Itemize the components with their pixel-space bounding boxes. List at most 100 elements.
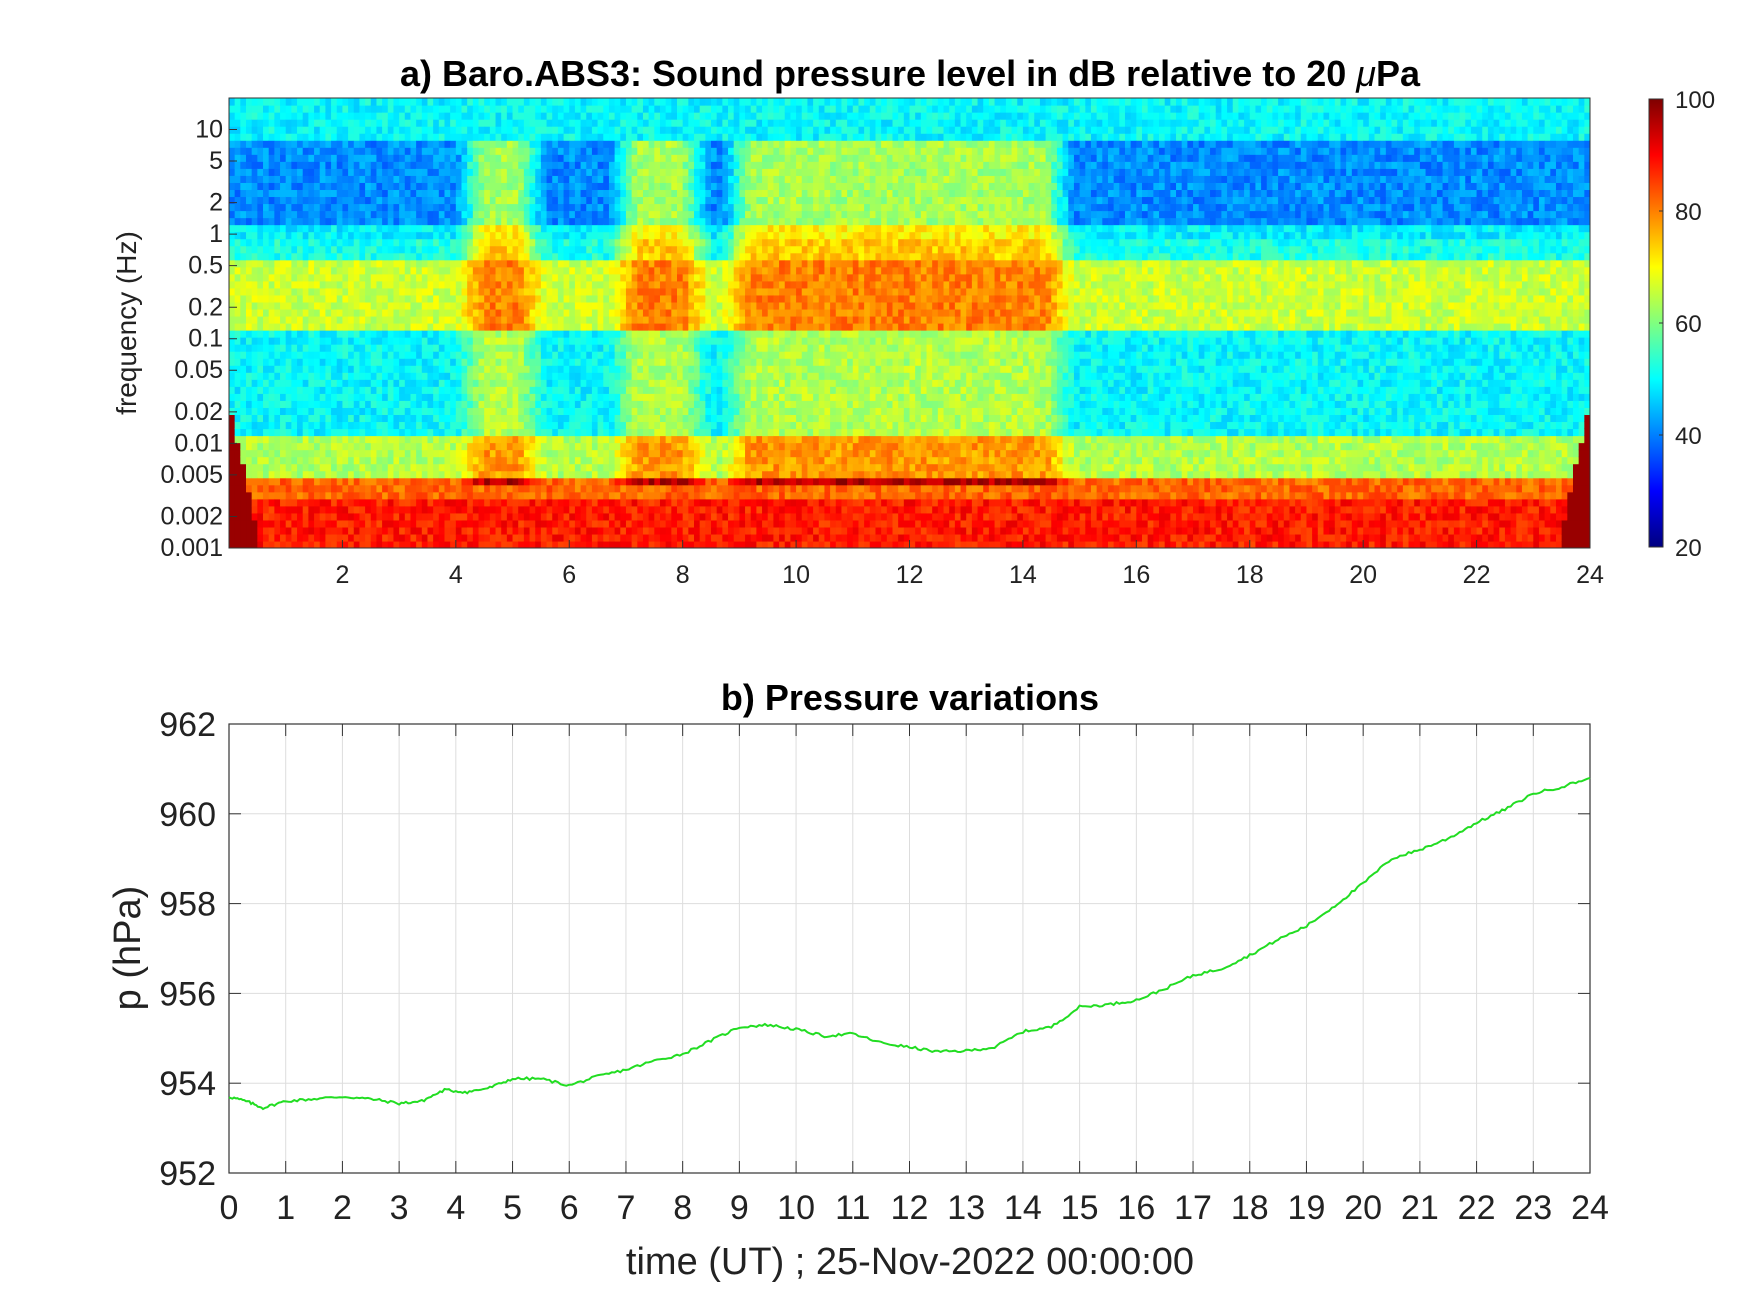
- heatmap-cell: [609, 407, 615, 415]
- heatmap-cell: [637, 534, 643, 542]
- heatmap-cell: [569, 365, 575, 373]
- heatmap-cell: [569, 520, 575, 528]
- heatmap-cell: [229, 379, 235, 387]
- heatmap-cell: [348, 154, 354, 162]
- heatmap-cell: [280, 358, 286, 366]
- heatmap-cell: [444, 506, 450, 514]
- heatmap-cell: [252, 154, 258, 162]
- heatmap-cell: [535, 175, 541, 183]
- heatmap-cell: [382, 302, 388, 310]
- heatmap-cell: [496, 161, 502, 169]
- heatmap-cell: [507, 161, 513, 169]
- heatmap-cell: [643, 211, 649, 219]
- heatmap-cell: [666, 386, 672, 394]
- heatmap-cell: [354, 168, 360, 176]
- heatmap-cell: [530, 450, 536, 458]
- heatmap-cell: [484, 274, 490, 282]
- heatmap-cell: [462, 492, 468, 500]
- heatmap-cell: [286, 147, 292, 155]
- heatmap-cell: [615, 457, 621, 465]
- heatmap-cell: [637, 133, 643, 141]
- heatmap-cell: [603, 182, 609, 190]
- heatmap-cell: [535, 414, 541, 422]
- heatmap-cell: [393, 344, 399, 352]
- heatmap-cell: [496, 140, 502, 148]
- heatmap-cell: [348, 161, 354, 169]
- heatmap-cell: [337, 386, 343, 394]
- heatmap-cell: [666, 274, 672, 282]
- heatmap-cell: [569, 274, 575, 282]
- heatmap-cell: [365, 105, 371, 113]
- heatmap-cell: [666, 421, 672, 429]
- heatmap-cell: [320, 372, 326, 380]
- heatmap-cell: [388, 203, 394, 211]
- heatmap-cell: [620, 534, 626, 542]
- heatmap-cell: [308, 316, 314, 324]
- heatmap-cell: [308, 436, 314, 444]
- heatmap-cell: [354, 274, 360, 282]
- heatmap-cell: [484, 267, 490, 275]
- heatmap-cell: [252, 316, 258, 324]
- heatmap-cell: [609, 393, 615, 401]
- heatmap-cell: [269, 351, 275, 359]
- heatmap-cell: [405, 379, 411, 387]
- heatmap-cell: [388, 428, 394, 436]
- heatmap-cell: [660, 478, 666, 486]
- heatmap-cell: [427, 302, 433, 310]
- heatmap-cell: [649, 414, 655, 422]
- heatmap-cell: [524, 436, 530, 444]
- heatmap-cell: [609, 372, 615, 380]
- heatmap-cell: [586, 218, 592, 226]
- heatmap-cell: [314, 379, 320, 387]
- heatmap-cell: [291, 414, 297, 422]
- heatmap-cell: [246, 464, 252, 472]
- heatmap-cell: [490, 513, 496, 521]
- heatmap-cell: [388, 196, 394, 204]
- heatmap-cell: [405, 182, 411, 190]
- heatmap-cell: [450, 330, 456, 338]
- heatmap-cell: [388, 443, 394, 451]
- heatmap-cell: [473, 140, 479, 148]
- heatmap-cell: [473, 393, 479, 401]
- heatmap-cell: [558, 267, 564, 275]
- heatmap-cell: [388, 267, 394, 275]
- heatmap-cell: [269, 260, 275, 268]
- heatmap-cell: [325, 133, 331, 141]
- heatmap-cell: [371, 239, 377, 247]
- heatmap-cell: [530, 133, 536, 141]
- heatmap-cell: [257, 253, 263, 261]
- heatmap-cell: [337, 119, 343, 127]
- heatmap-cell: [422, 168, 428, 176]
- heatmap-cell: [439, 492, 445, 500]
- heatmap-cell: [399, 196, 405, 204]
- heatmap-cell: [524, 344, 530, 352]
- heatmap-cell: [393, 196, 399, 204]
- heatmap-cell: [490, 253, 496, 261]
- heatmap-cell: [263, 372, 269, 380]
- heatmap-cell: [376, 253, 382, 261]
- heatmap-cell: [632, 126, 638, 134]
- heatmap-cell: [365, 464, 371, 472]
- heatmap-cell: [569, 225, 575, 233]
- heatmap-cell: [569, 337, 575, 345]
- heatmap-cell: [342, 161, 348, 169]
- heatmap-cell: [507, 147, 513, 155]
- heatmap-cell: [342, 218, 348, 226]
- heatmap-cell: [422, 527, 428, 535]
- heatmap-cell: [388, 457, 394, 465]
- heatmap-cell: [314, 189, 320, 197]
- heatmap-cell: [586, 154, 592, 162]
- heatmap-cell: [365, 196, 371, 204]
- heatmap-cell: [552, 492, 558, 500]
- heatmap-cell: [337, 302, 343, 310]
- heatmap-cell: [348, 365, 354, 373]
- heatmap-cell: [462, 295, 468, 303]
- heatmap-cell: [541, 386, 547, 394]
- heatmap-cell: [501, 161, 507, 169]
- heatmap-cell: [513, 393, 519, 401]
- heatmap-cell: [303, 400, 309, 408]
- heatmap-cell: [427, 316, 433, 324]
- heatmap-cell: [422, 520, 428, 528]
- heatmap-cell: [297, 119, 303, 127]
- heatmap-cell: [320, 344, 326, 352]
